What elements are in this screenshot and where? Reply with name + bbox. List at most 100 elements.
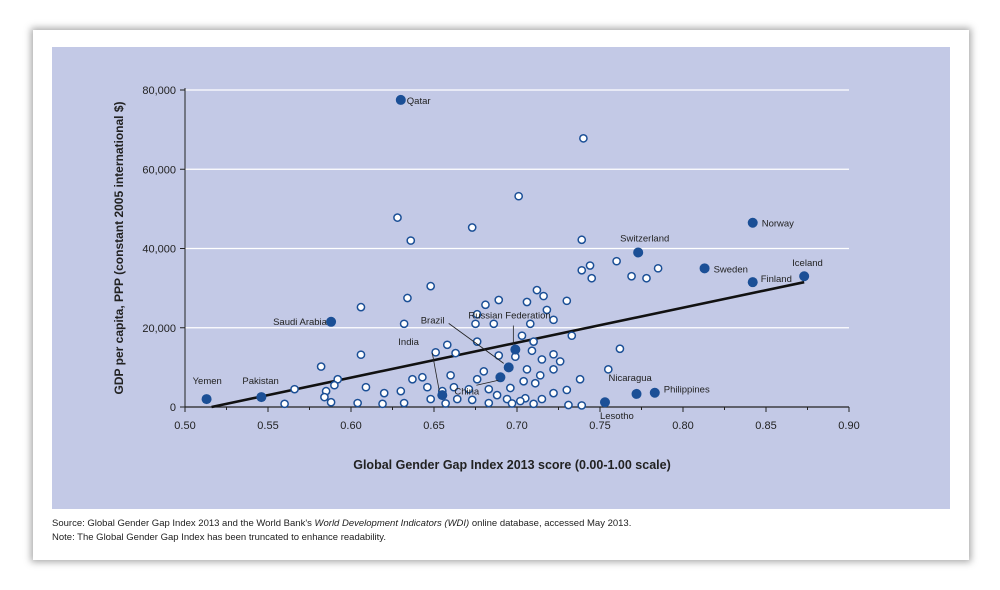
data-point (535, 370, 545, 380)
gridlines (185, 89, 849, 329)
y-tick-label: 0 (170, 402, 176, 414)
data-point (353, 398, 362, 408)
data-point (527, 346, 537, 356)
data-point (320, 392, 329, 402)
data-point (549, 365, 558, 374)
highlighted-point (747, 217, 758, 228)
highlighted-point (503, 362, 514, 373)
x-tick-label: 0.75 (589, 420, 610, 432)
data-point (539, 291, 548, 301)
data-point (280, 399, 289, 409)
y-tick-label: 40,000 (142, 244, 176, 256)
data-point (537, 355, 547, 364)
highlighted-point (510, 344, 521, 355)
data-point (441, 399, 450, 408)
data-point (451, 348, 460, 358)
point-labels: Qatar Norway Switzerland Sweden IcelandFinla… (193, 96, 823, 422)
data-point (525, 319, 535, 329)
data-point (522, 365, 532, 374)
data-point (406, 236, 416, 245)
data-point (642, 273, 651, 283)
point-label: Qatar (407, 96, 431, 107)
data-point (522, 297, 532, 307)
data-point (399, 398, 409, 408)
point-label: Norway (762, 219, 794, 230)
data-point (399, 319, 409, 329)
data-point (506, 383, 515, 393)
data-point (408, 374, 417, 384)
data-point (507, 399, 517, 408)
x-tick-label: 0.80 (672, 420, 693, 432)
source-suffix: online database, accessed May 2013. (469, 518, 632, 529)
data-point (472, 374, 482, 384)
point-label: India (398, 337, 419, 348)
x-tick-label: 0.70 (506, 420, 527, 432)
data-point (396, 386, 406, 396)
data-point (537, 394, 547, 404)
data-point (615, 344, 625, 354)
data-point (471, 319, 480, 329)
point-label: Brazil (421, 315, 445, 326)
leader-line (448, 323, 504, 364)
point-label: China (454, 386, 480, 397)
x-tick-label: 0.65 (423, 420, 444, 432)
point-label: Russian Federation (468, 311, 550, 322)
source-italic: World Development Indicators (WDI) (314, 518, 470, 529)
data-point (517, 331, 527, 341)
point-label: Philippines (664, 385, 710, 396)
point-label: Nicaragua (609, 373, 653, 384)
x-axis-title: Global Gender Gap Index 2013 score (0.00… (353, 458, 671, 472)
data-point (326, 397, 336, 407)
trend-line (211, 280, 805, 409)
data-point (442, 340, 452, 350)
data-point (530, 378, 540, 388)
data-point (452, 394, 462, 404)
data-point (356, 302, 366, 312)
point-label: Iceland (792, 258, 823, 269)
data-point (542, 305, 552, 315)
point-label: Sweden (714, 264, 748, 275)
data-point (481, 300, 490, 310)
data-point (549, 349, 558, 359)
data-point (426, 394, 436, 404)
y-tick-label: 80,000 (142, 85, 176, 97)
point-label: Finland (761, 274, 792, 285)
data-point (603, 365, 613, 374)
data-point (378, 399, 387, 409)
x-tick-label: 0.60 (340, 420, 361, 432)
data-point (549, 388, 558, 398)
data-point (464, 384, 474, 394)
highlighted-point (599, 397, 610, 408)
data-point (316, 362, 326, 371)
highlighted-point (256, 392, 267, 403)
source-note: Source: Global Gender Gap Index 2013 and… (52, 518, 631, 529)
y-axis-title: GDP per capita, PPP (constant 2005 inter… (112, 102, 126, 395)
highlighted-point (201, 394, 212, 405)
data-point (418, 372, 427, 382)
data-point (494, 295, 504, 305)
point-label: Pakistan (242, 376, 278, 387)
highlighted-point (395, 94, 406, 105)
leader-line (476, 379, 499, 386)
data-point (361, 382, 371, 392)
data-point (290, 384, 299, 394)
data-point (484, 384, 494, 394)
data-point (393, 213, 402, 222)
y-tick-label: 60,000 (142, 164, 176, 176)
data-point (529, 337, 538, 346)
highlighted-point (699, 263, 710, 274)
highlighted-point (437, 390, 448, 401)
x-tick-label: 0.55 (257, 420, 278, 432)
data-point (431, 347, 441, 357)
point-label: Switzerland (620, 233, 669, 244)
data-point (489, 319, 499, 329)
data-point (562, 296, 572, 306)
highlighted-point (649, 387, 660, 398)
data-point (356, 350, 366, 360)
highlighted-point (495, 372, 506, 383)
truncation-note: Note: The Global Gender Gap Index has be… (52, 532, 386, 543)
y-tick-label: 20,000 (142, 323, 176, 335)
data-point (562, 385, 572, 395)
highlighted-point (631, 388, 642, 399)
